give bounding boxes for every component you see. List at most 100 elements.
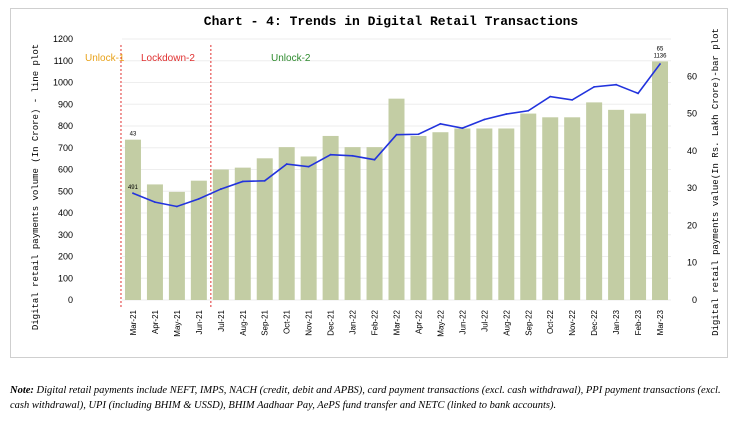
x-tick-label: Dec-21 [327, 309, 336, 335]
chart-frame: Chart - 4: Trends in Digital Retail Tran… [10, 8, 728, 358]
bar [234, 167, 251, 300]
bar [322, 135, 339, 300]
x-tick-label: May-22 [436, 309, 445, 336]
line-point [373, 158, 376, 161]
x-tick-label: Apr-22 [414, 309, 423, 334]
x-tick-label: Jun-21 [195, 309, 204, 334]
bar [388, 98, 405, 301]
note-text: Digital retail payments include NEFT, IM… [10, 385, 721, 411]
bar [454, 128, 471, 300]
chart-canvas: Chart - 4: Trends in Digital Retail Tran… [31, 14, 721, 337]
y-right-tick-label: 60 [687, 71, 697, 81]
chart-title: Chart - 4: Trends in Digital Retail Tran… [204, 14, 579, 29]
line-point [263, 179, 266, 182]
y-left-tick-label: 1000 [53, 78, 73, 88]
line-point [615, 83, 617, 86]
y-axis-right-label: Digital retail payments value(In Rs. Lak… [711, 28, 721, 336]
bar-series [124, 61, 669, 301]
bar [278, 147, 295, 300]
bar [432, 132, 449, 300]
x-tick-label: Jun-22 [458, 309, 467, 334]
line-point [176, 205, 178, 208]
annotation-unlock-2: Unlock-2 [271, 53, 311, 64]
x-tick-label: Jan-23 [612, 309, 621, 334]
x-tick-label: Jan-22 [349, 309, 358, 334]
x-tick-label: Sep-22 [524, 309, 533, 335]
annotation-unlock-1: Unlock-1 [85, 53, 125, 64]
line-point [483, 118, 486, 121]
x-tick-label: Feb-22 [371, 309, 380, 335]
bar [212, 169, 229, 300]
data-label-first-bar: 43 [130, 132, 137, 138]
line-point [351, 154, 354, 157]
x-tick-label: Sep-21 [261, 309, 270, 335]
line-series [132, 63, 661, 208]
bar [366, 147, 383, 300]
x-axis-ticks: Mar-21 Apr-21 May-21 Jun-21 Jul-21 Aug-21 Sep-… [129, 309, 665, 336]
x-tick-label: Feb-23 [634, 309, 643, 335]
x-tick-label: Jul-21 [217, 309, 226, 331]
y-right-tick-label: 20 [687, 220, 697, 230]
data-label-first-line: 491 [128, 185, 139, 191]
line-point [219, 188, 222, 190]
y-right-tick-label: 40 [687, 146, 697, 156]
y-left-tick-label: 0 [68, 295, 73, 305]
x-tick-label: Apr-21 [151, 309, 160, 334]
bar [564, 117, 581, 300]
y-right-tick-label: 50 [687, 109, 697, 119]
line-point [593, 85, 596, 88]
x-tick-label: Nov-21 [305, 309, 314, 335]
bar [630, 113, 647, 300]
bar [520, 113, 537, 300]
chart-note: Note: Digital retail payments include NE… [10, 383, 722, 413]
line-point [285, 163, 288, 165]
y-left-tick-label: 1100 [54, 56, 73, 66]
line-point [505, 113, 508, 115]
line-point [241, 180, 244, 183]
line-point [329, 153, 332, 156]
bar [190, 180, 207, 300]
x-tick-label: Jul-22 [480, 309, 489, 331]
bar [146, 184, 163, 300]
line-point [439, 122, 442, 125]
bar [476, 128, 493, 300]
note-label: Note: [10, 385, 34, 396]
y-right-tick-label: 10 [687, 258, 697, 268]
line-point [461, 127, 464, 130]
y-left-tick-label: 1200 [53, 34, 73, 44]
line-point [659, 63, 661, 65]
x-tick-label: Mar-23 [656, 309, 665, 335]
line-point [527, 109, 530, 112]
line-point [197, 197, 200, 200]
y-left-tick-label: 400 [58, 208, 73, 218]
bar [256, 158, 273, 300]
data-label-last-line: 1136 [654, 53, 668, 59]
y-left-tick-label: 900 [58, 99, 73, 109]
right-axis-ticks: 0 10 20 30 40 50 60 [687, 71, 697, 305]
annotation-lockdown-2: Lockdown-2 [141, 53, 195, 64]
bar [124, 139, 141, 300]
x-tick-label: Oct-21 [283, 309, 292, 334]
y-right-tick-label: 0 [692, 295, 697, 305]
x-tick-label: Aug-22 [502, 309, 511, 335]
x-tick-label: Dec-22 [590, 309, 599, 335]
y-right-tick-label: 30 [687, 183, 697, 193]
y-left-tick-label: 700 [58, 143, 73, 153]
bar [608, 109, 625, 300]
line-point [571, 99, 574, 101]
line-point [417, 133, 420, 136]
bar [344, 147, 361, 300]
line-point [154, 201, 156, 204]
x-tick-label: May-21 [173, 309, 182, 336]
line-point [395, 133, 398, 136]
data-label-last-bar: 65 [657, 46, 664, 52]
line-point [132, 192, 134, 195]
y-left-tick-label: 800 [58, 121, 73, 131]
bar [168, 191, 185, 300]
bar [498, 128, 515, 300]
left-axis-ticks: 0 100 200 300 400 500 600 700 800 900 1000 1100 1200 [53, 34, 73, 305]
y-left-tick-label: 300 [58, 230, 73, 240]
y-axis-left-label: Digital retail payments volume (In Crore… [31, 44, 41, 330]
x-tick-label: Nov-22 [568, 309, 577, 335]
x-tick-label: Oct-22 [546, 309, 555, 334]
